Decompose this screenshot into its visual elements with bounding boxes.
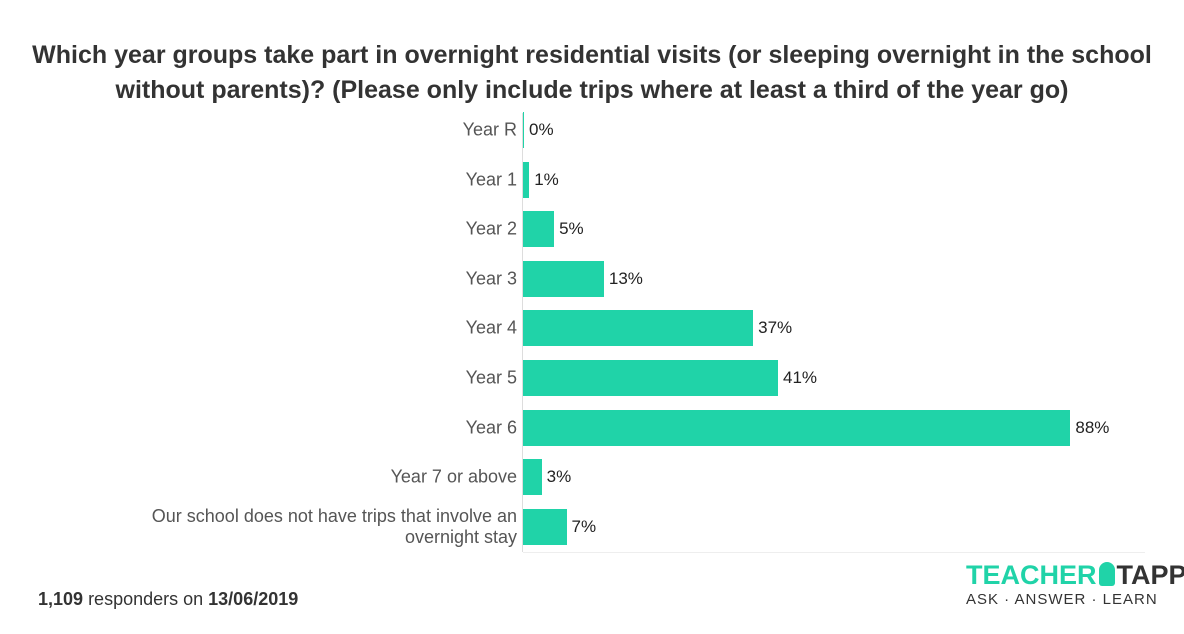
logo-tagline: ASK · ANSWER · LEARN [966, 591, 1158, 608]
category-label: Year 6 [465, 417, 517, 438]
value-label: 5% [559, 219, 584, 239]
value-label: 1% [534, 169, 559, 189]
footer: 1,109 responders on 13/06/2019 [38, 589, 298, 610]
baseline [523, 552, 1145, 553]
responder-count: 1,109 [38, 589, 84, 609]
bar [523, 508, 567, 545]
logo-right: TAPP [1116, 560, 1184, 590]
category-label: Year R [462, 119, 517, 140]
category-label: Year 5 [465, 367, 517, 388]
bar [523, 360, 779, 396]
value-label: 37% [758, 318, 793, 338]
bar [523, 459, 542, 496]
axis-line [522, 113, 523, 552]
bar [523, 211, 555, 248]
logo-icon [1098, 562, 1115, 586]
logo: TEACHER TAPP ASK · ANSWER · LEARN [966, 560, 1184, 608]
category-label: Year 2 [465, 218, 517, 239]
bar [523, 409, 1071, 446]
footer-text: responders on [88, 589, 204, 609]
value-label: 0% [529, 120, 554, 139]
logo-left: TEACHER [966, 560, 1097, 590]
bar [523, 310, 754, 347]
category-label: Year 7 or above [390, 466, 517, 487]
bar [523, 112, 524, 148]
category-label: Year 3 [465, 268, 517, 289]
category-label: Year 1 [465, 169, 517, 190]
value-label: 3% [546, 467, 572, 487]
value-label: 41% [783, 368, 818, 387]
value-label: 88% [1075, 417, 1110, 437]
chart-title: Which year groups take part in overnight… [32, 41, 1152, 104]
value-label: 7% [571, 516, 597, 536]
category-label: Year 4 [465, 317, 517, 338]
bar [523, 260, 604, 297]
category-label: Our school does not have trips that invo… [151, 505, 517, 547]
footer-date: 13/06/2019 [208, 589, 299, 609]
bar [523, 161, 530, 198]
value-label: 13% [608, 268, 643, 288]
